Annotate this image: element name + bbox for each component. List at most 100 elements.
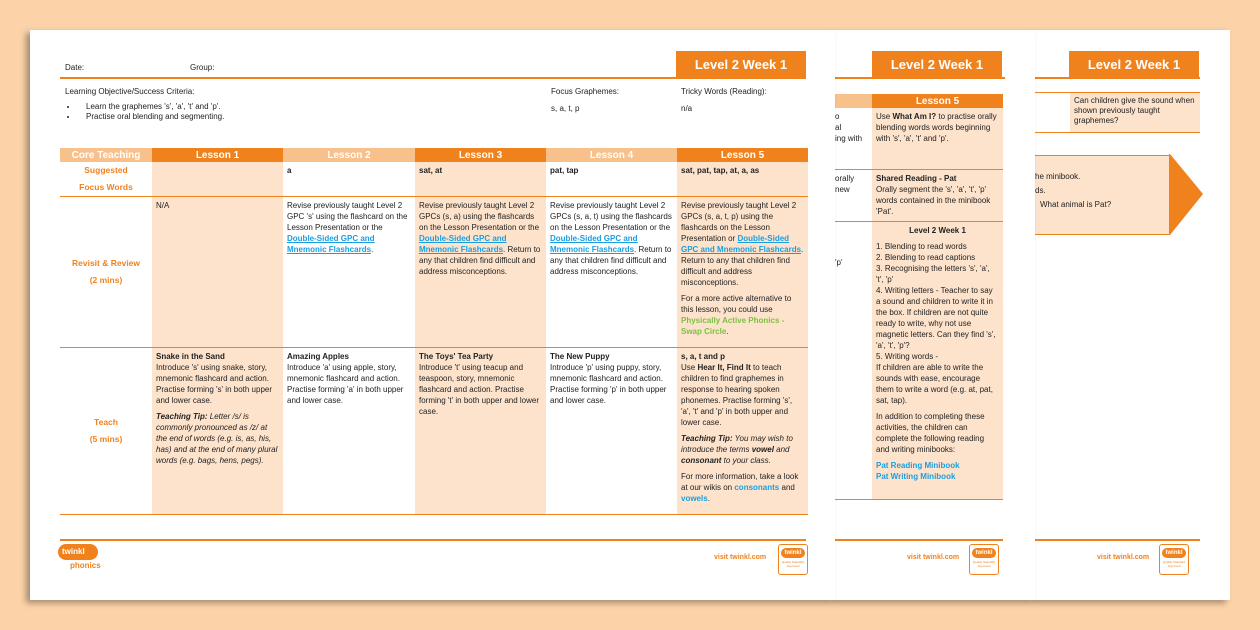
resource-link[interactable]: consonants xyxy=(734,483,780,492)
text-run: pat, tap xyxy=(550,166,579,175)
text-run: and xyxy=(779,483,795,492)
table-header-core xyxy=(835,94,872,108)
lesson-table: Core Teaching Lesson 1 Lesson 2 Lesson 3 Les… xyxy=(60,148,808,518)
resource-link[interactable]: Double-Sided GPC and Mnemonic Flashcards xyxy=(419,234,507,254)
text-run: 2. Blending to read captions xyxy=(876,253,976,262)
row-label: Teach (5 mins) xyxy=(60,348,152,515)
arrow-line: What animal is Pat? xyxy=(1040,200,1112,209)
text-run: . Return to any that children find diffi… xyxy=(681,245,804,287)
paragraph: Revise previously taught Level 2 GPCs (s… xyxy=(681,200,804,288)
text-run: For more information, take a look at our… xyxy=(681,472,799,492)
arrow-line: he minibook. xyxy=(1035,172,1081,181)
text-run: In addition to completing these activiti… xyxy=(876,412,985,454)
left-fragment-cell: orally new xyxy=(835,170,872,222)
divider xyxy=(1035,77,1200,79)
table-cell-lesson-2: Amazing Apples Introduce 'a' using apple,… xyxy=(283,348,415,515)
text-run: Teaching Tip: xyxy=(681,434,733,443)
resource-link[interactable]: Double-Sided GPC and Mnemonic Flashcards xyxy=(550,234,638,254)
badge-text: Quality Standard Approved xyxy=(781,560,805,568)
page-2: Level 2 Week 1 Lesson 5 o al ing with oral… xyxy=(835,30,1035,600)
row-label-line: Teach xyxy=(94,417,118,427)
table-header-lesson-4: Lesson 4 xyxy=(546,148,677,162)
row-label-line: Revisit & Review xyxy=(71,258,141,268)
logo-cloud: twinkl xyxy=(58,544,98,560)
text-run: sat, pat, tap, at, a, as xyxy=(681,166,760,175)
text-run: Use xyxy=(876,112,893,121)
paragraph: Revise previously taught Level 2 GPCs (s… xyxy=(419,200,542,277)
page-3: Level 2 Week 1 Can children give the sou… xyxy=(1035,30,1230,600)
table-cell-lesson-2: Revise previously taught Level 2 GPC 's'… xyxy=(283,197,415,348)
visit-link[interactable]: visit twinkl.com xyxy=(907,554,960,561)
objective-heading: Learning Objective/Success Criteria: xyxy=(65,87,195,96)
paragraph: Level 2 Week 1 xyxy=(876,225,999,236)
table-cell-lesson-1: N/A xyxy=(152,197,283,348)
text-run: Shared Reading - Pat xyxy=(876,174,957,183)
text-run: . xyxy=(707,494,710,503)
focus-graphemes-value: s, a, t, p xyxy=(551,104,580,113)
table-header-core-teaching: Core Teaching xyxy=(60,148,152,162)
lesson-5-shared-reading-cell: Shared Reading - Pat Orally segment the '… xyxy=(872,170,1003,222)
footer-line xyxy=(60,539,806,541)
table-cell-lesson-3: The Toys' Tea Party Introduce 't' using t… xyxy=(415,348,546,515)
paragraph: Pat Reading Minibook Pat Writing Minibook xyxy=(876,460,999,482)
paragraph: For a more active alternative to this le… xyxy=(681,293,804,337)
arrow-box: he minibook. ds. What animal is Pat? xyxy=(1035,155,1170,235)
text-run: Level 2 Week 1 xyxy=(909,226,966,235)
group-label: Group: xyxy=(190,63,215,72)
tricky-words-heading: Tricky Words (Reading): xyxy=(681,87,767,96)
tricky-words-value: n/a xyxy=(681,104,693,113)
row-label: Revisit & Review (2 mins) xyxy=(60,197,152,348)
paragraph: The New Puppy Introduce 'p' using puppy, … xyxy=(550,351,673,406)
paragraph: Use What Am I? to practise orally blendi… xyxy=(876,111,999,144)
table-cell-lesson-5: s, a, t and p Use Hear It, Find It to tea… xyxy=(677,348,808,515)
visit-link[interactable]: visit twinkl.com xyxy=(714,554,767,561)
resource-link[interactable]: Double-Sided GPC and Mnemonic Flashcards xyxy=(681,234,802,254)
assessment-question: Can children give the sound when shown p… xyxy=(1070,93,1200,133)
resource-link[interactable]: Pat Writing Minibook xyxy=(876,472,956,481)
badge-text: Quality Standard Approved xyxy=(972,560,996,568)
table-cell-lesson-4: The New Puppy Introduce 'p' using puppy, … xyxy=(546,348,677,515)
footer-line xyxy=(835,539,1003,541)
left-fragment-cell: 'p' xyxy=(835,222,872,500)
resource-link[interactable]: vowels xyxy=(681,494,708,503)
text-run: Introduce 't' using teacup and teaspoon,… xyxy=(419,363,540,416)
badge-logo: twinkl xyxy=(781,548,805,558)
table-cell-lesson-5: sat, pat, tap, at, a, as xyxy=(677,162,808,197)
visit-link[interactable]: visit twinkl.com xyxy=(1097,554,1150,561)
text-run: Introduce 'a' using apple, story, mnemon… xyxy=(287,363,404,405)
text-run: 4. Writing letters - Teacher to say a so… xyxy=(876,286,996,350)
quality-badge: twinkl Quality Standard Approved xyxy=(1159,544,1189,575)
text-run: Revise previously taught Level 2 GPCs (s… xyxy=(681,201,797,243)
paragraph: Teaching Tip: You may wish to introduce … xyxy=(681,433,804,466)
text-run: You may wish to introduce the terms xyxy=(681,434,793,454)
text-run: . xyxy=(726,327,729,336)
text-run: vowel xyxy=(751,445,774,454)
paragraph: s, a, t and p Use Hear It, Find It to tea… xyxy=(681,351,804,428)
text-run: 3. Recognising the letters 's', 'a', 't'… xyxy=(876,264,990,284)
objectives-list: Learn the graphemes 's', 'a', 't' and 'p… xyxy=(78,102,224,122)
text-run: Amazing Apples xyxy=(287,352,349,361)
resource-link[interactable]: Pat Reading Minibook xyxy=(876,461,960,470)
text-run: to your class. xyxy=(721,456,771,465)
quality-badge: twinkl Quality Standard Approved xyxy=(969,544,999,575)
paragraph: Amazing Apples Introduce 'a' using apple,… xyxy=(287,351,411,406)
fragment: orally xyxy=(835,174,855,183)
lesson-5-activities-cell: Level 2 Week 1 1. Blending to read words 2… xyxy=(872,222,1003,500)
text-run: The New Puppy xyxy=(550,352,610,361)
level-title: Level 2 Week 1 xyxy=(676,51,806,78)
paragraph: Snake in the Sand Introduce 's' using sna… xyxy=(156,351,279,406)
text-run: What Am I? xyxy=(892,112,937,121)
text-run: consonant xyxy=(681,456,722,465)
objective-item: Learn the graphemes 's', 'a', 't' and 'p… xyxy=(78,102,224,112)
paragraph: 1. Blending to read words 2. Blending to … xyxy=(876,241,999,406)
text-run: . Return to any that children find diffi… xyxy=(550,245,672,276)
text-run: sat, at xyxy=(419,166,443,175)
text-run: 5. Writing words - xyxy=(876,352,939,361)
text-run: 1. Blending to read words xyxy=(876,242,967,251)
resource-link[interactable]: Physically Active Phonics - Swap Circle xyxy=(681,316,785,336)
resource-link[interactable]: Double-Sided GPC and Mnemonic Flashcards xyxy=(287,234,375,254)
text-run: a xyxy=(287,166,292,175)
fragment: 'p' xyxy=(835,258,843,267)
table-cell-lesson-3: Revise previously taught Level 2 GPCs (s… xyxy=(415,197,546,348)
badge-logo: twinkl xyxy=(972,548,996,558)
